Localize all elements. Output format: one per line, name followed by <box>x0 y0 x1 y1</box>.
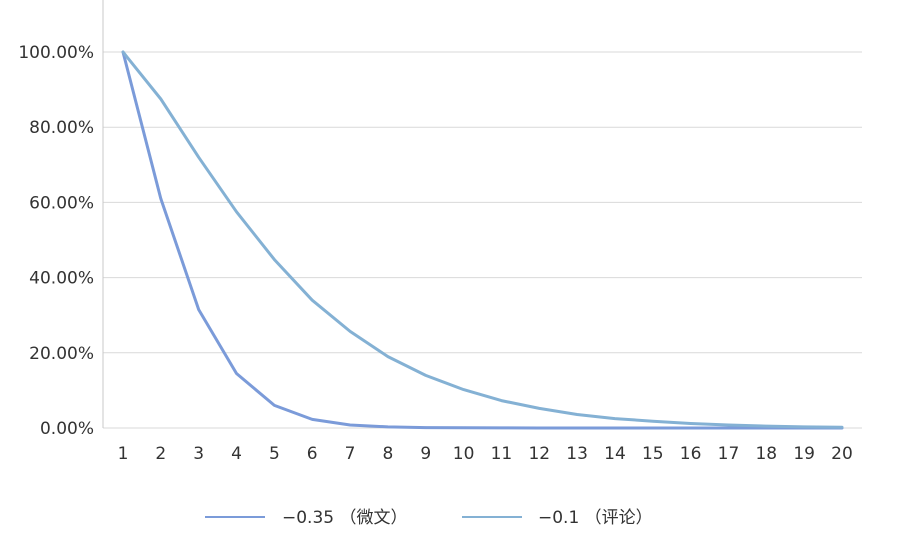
legend-label-series-2: −0.1 （评论） <box>538 508 653 528</box>
x-tick-label: 11 <box>491 444 513 464</box>
series-line-1 <box>121 50 844 430</box>
x-tick-label: 20 <box>831 444 853 464</box>
y-tick-label: 100.00% <box>18 43 94 63</box>
x-tick-label: 17 <box>718 444 740 464</box>
x-tick-label: 9 <box>420 444 431 464</box>
x-tick-label: 4 <box>231 444 242 464</box>
series-lines <box>121 50 844 430</box>
y-tick-label: 0.00% <box>40 419 94 439</box>
x-tick-label: 13 <box>566 444 588 464</box>
x-tick-label: 6 <box>307 444 318 464</box>
legend: −0.35 （微文） −0.1 （评论） <box>205 508 653 528</box>
x-tick-label: 12 <box>528 444 550 464</box>
x-tick-label: 16 <box>680 444 702 464</box>
y-tick-label: 20.00% <box>29 344 94 364</box>
x-axis-ticks: 1 2 3 4 5 6 7 8 9 10 11 12 13 14 15 16 17 18 19 20 <box>118 444 853 464</box>
y-axis-ticks: 0.00% 20.00% 40.00% 60.00% 80.00% 100.00% <box>18 43 94 439</box>
x-tick-label: 19 <box>793 444 815 464</box>
x-tick-label: 14 <box>604 444 626 464</box>
x-tick-label: 1 <box>118 444 129 464</box>
x-tick-label: 7 <box>345 444 356 464</box>
x-tick-label: 10 <box>453 444 475 464</box>
y-tick-label: 60.00% <box>29 193 94 213</box>
grid-lines <box>103 51 862 429</box>
x-tick-label: 5 <box>269 444 280 464</box>
x-tick-label: 15 <box>642 444 664 464</box>
series-line-2 <box>121 50 844 429</box>
legend-label-series-1: −0.35 （微文） <box>282 508 408 528</box>
y-tick-label: 40.00% <box>29 269 94 289</box>
x-tick-label: 18 <box>755 444 777 464</box>
y-tick-label: 80.00% <box>29 118 94 138</box>
x-tick-label: 2 <box>155 444 166 464</box>
x-tick-label: 8 <box>382 444 393 464</box>
x-tick-label: 3 <box>193 444 204 464</box>
